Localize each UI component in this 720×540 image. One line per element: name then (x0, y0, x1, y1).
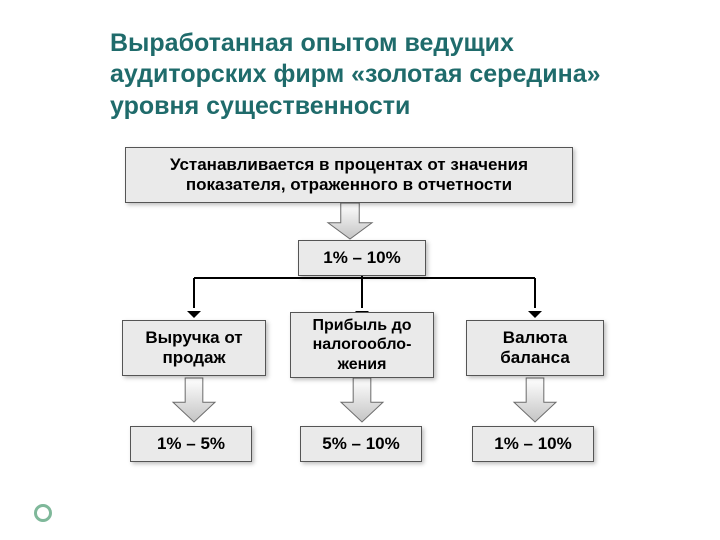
box-cat3: Валюта баланса (466, 320, 604, 376)
box-r3: 1% – 10% (472, 426, 594, 462)
bullet-ring-icon (34, 504, 52, 522)
box-cat1: Выручка от продаж (122, 320, 266, 376)
box-r1: 1% – 5% (130, 426, 252, 462)
slide-title: Выработанная опытом ведущих аудиторских … (110, 28, 670, 122)
box-top: Устанавливается в процентах от значения … (125, 147, 573, 203)
box-r2: 5% – 10% (300, 426, 422, 462)
box-cat2: Прибыль до налогообло-жения (290, 312, 434, 378)
box-mid: 1% – 10% (298, 240, 426, 276)
